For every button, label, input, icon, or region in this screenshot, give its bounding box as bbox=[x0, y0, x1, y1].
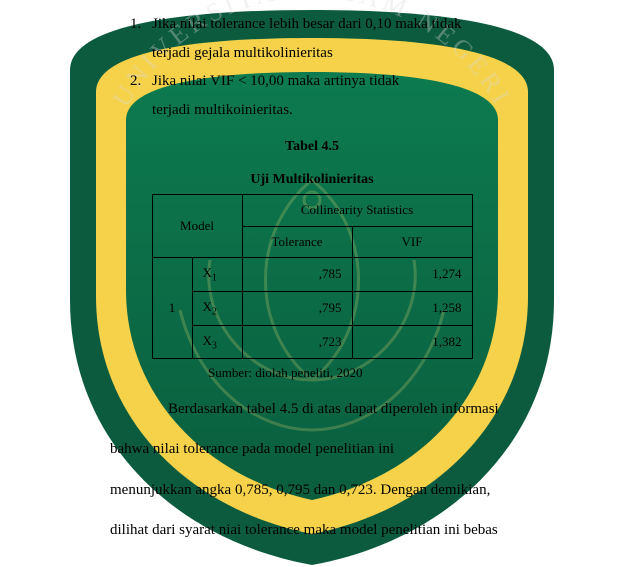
list-item-1-cont: terjadi gejala multikolinieritas bbox=[152, 39, 594, 68]
list-number: 1. bbox=[130, 10, 152, 39]
model-number: 1 bbox=[152, 258, 192, 359]
var-cell: X2 bbox=[192, 291, 242, 325]
table-row: X2 ,795 1,258 bbox=[152, 291, 472, 325]
var-letter: X bbox=[203, 265, 212, 280]
multicollinearity-table: Model Collinearity Statistics Tolerance … bbox=[152, 194, 473, 359]
var-cell: X3 bbox=[192, 325, 242, 359]
table-source-note: Sumber: diolah peneliti, 2020 bbox=[208, 361, 594, 386]
header-group: Collinearity Statistics bbox=[242, 195, 472, 227]
table-row: X3 ,723 1,382 bbox=[152, 325, 472, 359]
list-item-2: 2. Jika nilai VIF < 10,00 maka artinya t… bbox=[130, 67, 594, 96]
paragraph-line: Berdasarkan tabel 4.5 di atas dapat dipe… bbox=[110, 392, 594, 427]
paragraph-line: bahwa nilai tolerance pada model penelit… bbox=[110, 432, 594, 467]
header-vif: VIF bbox=[352, 226, 472, 258]
list-item-1: 1. Jika nilai tolerance lebih besar dari… bbox=[130, 10, 594, 39]
var-sub: 3 bbox=[212, 340, 217, 351]
var-sub: 1 bbox=[212, 273, 217, 284]
header-model: Model bbox=[152, 195, 242, 258]
tol-cell: ,785 bbox=[242, 258, 352, 292]
tol-cell: ,723 bbox=[242, 325, 352, 359]
table-caption-number: Tabel 4.5 bbox=[30, 136, 594, 157]
list-text: Jika nilai VIF < 10,00 maka artinya tida… bbox=[152, 67, 594, 96]
var-letter: X bbox=[203, 333, 212, 348]
header-tolerance: Tolerance bbox=[242, 226, 352, 258]
vif-cell: 1,382 bbox=[352, 325, 472, 359]
vif-cell: 1,258 bbox=[352, 291, 472, 325]
var-sub: 2 bbox=[212, 307, 217, 318]
list-number: 2. bbox=[130, 67, 152, 96]
var-letter: X bbox=[203, 299, 212, 314]
vif-cell: 1,274 bbox=[352, 258, 472, 292]
paragraph-line: dilihat dari syarat niai tolerance maka … bbox=[110, 513, 594, 548]
list-item-2-cont: terjadi multikoinieritas. bbox=[152, 96, 594, 125]
list-text: Jika nilai tolerance lebih besar dari 0,… bbox=[152, 10, 594, 39]
paragraph-line: menunjukkan angka 0,785, 0,795 dan 0,723… bbox=[110, 473, 594, 508]
page-content: 1. Jika nilai tolerance lebih besar dari… bbox=[0, 0, 624, 567]
var-cell: X1 bbox=[192, 258, 242, 292]
tol-cell: ,795 bbox=[242, 291, 352, 325]
table-header-row: Model Collinearity Statistics bbox=[152, 195, 472, 227]
table-caption-title: Uji Multikolinieritas bbox=[30, 169, 594, 190]
table-row: 1 X1 ,785 1,274 bbox=[152, 258, 472, 292]
